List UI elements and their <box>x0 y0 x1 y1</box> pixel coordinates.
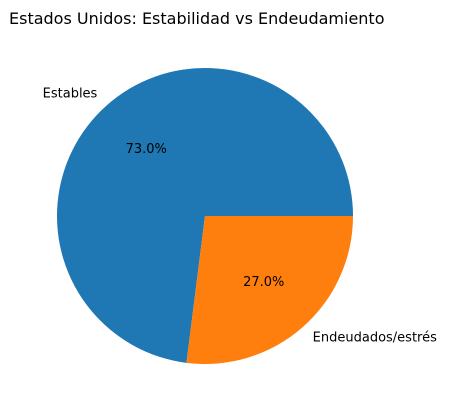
chart-title: Estados Unidos: Estabilidad vs Endeudami… <box>9 9 384 28</box>
pie-slice-1-percent: 73.0% <box>126 142 167 157</box>
pie-labels: 73.0% Estables 27.0% Endeudados/estrés <box>43 86 437 345</box>
pie-slice-2 <box>186 216 353 365</box>
pie-slices <box>57 68 354 365</box>
pie-slice-2-label: Endeudados/estrés <box>313 331 437 346</box>
pie-slice-1 <box>57 68 354 363</box>
pie-slice-1-label: Estables <box>43 86 98 101</box>
pie-slice-2-percent: 27.0% <box>243 275 284 290</box>
